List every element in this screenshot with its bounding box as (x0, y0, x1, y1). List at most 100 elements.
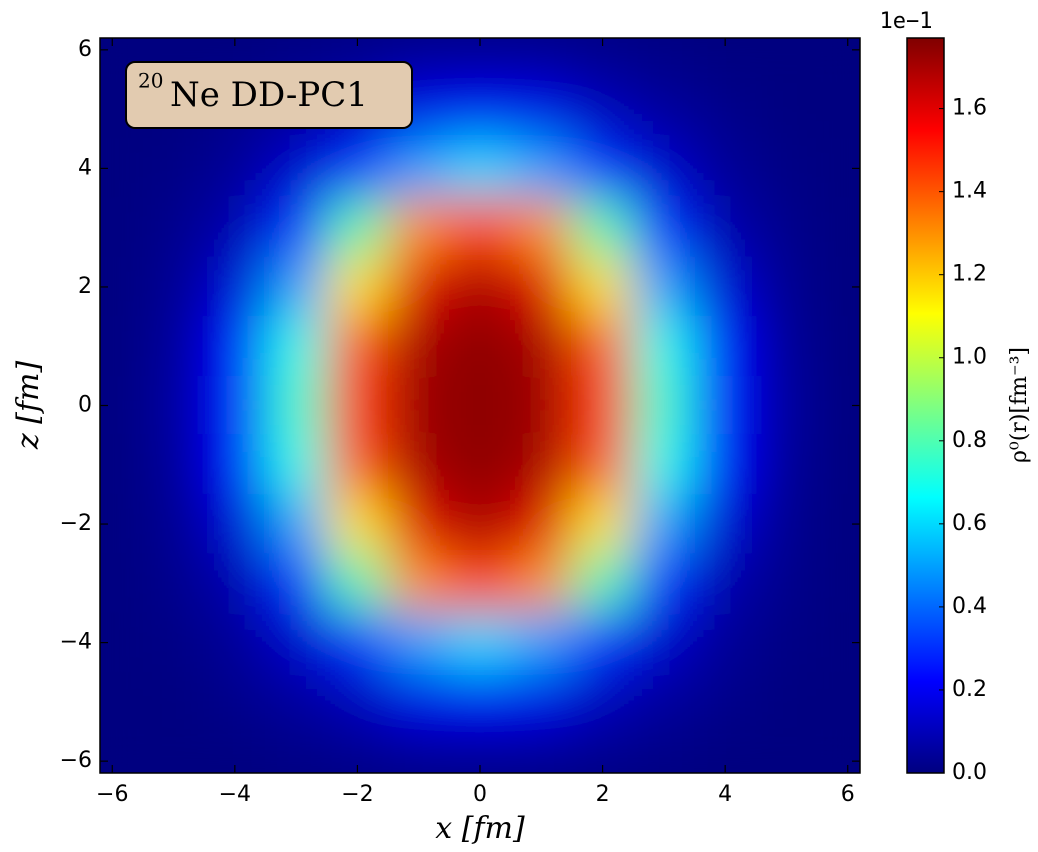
heatmap-cell (571, 493, 634, 555)
heatmap-cell (100, 671, 144, 733)
heatmap-cell (816, 38, 860, 80)
heatmap-cell (816, 78, 860, 140)
heatmap-cell (100, 731, 144, 773)
heatmap-cell (326, 553, 389, 614)
colorbar-tick-label: 0.0 (952, 760, 987, 785)
heatmap-cell (326, 197, 389, 258)
heatmap-cell (755, 493, 818, 555)
y-tick-label: −6 (60, 748, 92, 773)
heatmap-cell (632, 138, 696, 199)
x-tick-label: −6 (96, 782, 128, 807)
annotation: Ne DD-PC1 (170, 75, 368, 115)
heatmap-cell (142, 375, 205, 436)
heatmap-cell (448, 612, 512, 673)
heatmap-cell (571, 256, 634, 318)
heatmap-cell (816, 375, 860, 436)
heatmap-cell (755, 38, 818, 80)
heatmap-cell (632, 38, 696, 80)
heatmap-cell (264, 375, 328, 436)
heatmap-cell (264, 256, 328, 318)
x-tick-label: 6 (841, 782, 855, 807)
heatmap-cell (326, 138, 389, 199)
heatmap-cell (142, 553, 205, 614)
heatmap-cell (571, 316, 634, 377)
heatmap-cell (510, 434, 573, 495)
heatmap-cell (755, 138, 818, 199)
x-axis-label: x [fm] (435, 811, 525, 846)
heatmap-cell (571, 375, 634, 436)
heatmap-cell (510, 78, 573, 140)
heatmap-cell (387, 612, 450, 673)
colorbar-tick-label: 1.6 (952, 96, 987, 121)
heatmap-cell (694, 612, 757, 673)
heatmap-cell (142, 493, 205, 555)
heatmap-cell (816, 138, 860, 199)
colorbar-tick-label: 1.2 (952, 262, 987, 287)
heatmap-cell (203, 671, 266, 733)
heatmap-cell (326, 434, 389, 495)
colorbar-tick-label: 1.0 (952, 345, 987, 370)
heatmap-cell (632, 553, 696, 614)
heatmap-cell (387, 671, 450, 733)
heatmap-cell (142, 197, 205, 258)
heatmap-cell (264, 493, 328, 555)
heatmap-cell (694, 316, 757, 377)
x-tick-label: 2 (596, 782, 610, 807)
colorbar (906, 37, 945, 774)
heatmap-cell (510, 316, 573, 377)
y-tick-label: 2 (78, 274, 92, 299)
heatmap-cell (755, 316, 818, 377)
heatmap-cell (142, 138, 205, 199)
heatmap-cell (203, 138, 266, 199)
heatmap-cell (571, 38, 634, 80)
colorbar-tick-label: 1.4 (952, 179, 987, 204)
heatmap-cell (510, 375, 573, 436)
y-tick-label: −2 (60, 511, 92, 536)
heatmap-cell (264, 197, 328, 258)
heatmap-cell (755, 197, 818, 258)
x-tick-label: 4 (718, 782, 732, 807)
heatmap-cell (632, 197, 696, 258)
heatmap-cell (448, 553, 512, 614)
heatmap-cell (387, 256, 450, 318)
y-tick-label: 4 (78, 155, 92, 180)
heatmap-cell (100, 316, 144, 377)
heatmap-cell (571, 197, 634, 258)
heatmap-cell (510, 553, 573, 614)
heatmap-cell (632, 375, 696, 436)
heatmap-cell (387, 375, 450, 436)
heatmap-cell (510, 612, 573, 673)
heatmap-cell (142, 316, 205, 377)
heatmap-cell (387, 434, 450, 495)
x-tick-label: −2 (341, 782, 373, 807)
heatmap-cell (448, 78, 512, 140)
heatmap-cell (387, 553, 450, 614)
heatmap-cell (510, 256, 573, 318)
heatmap-cell (326, 671, 389, 733)
colorbar-tick-label: 0.8 (952, 428, 987, 453)
y-tick-label: 0 (78, 393, 92, 418)
heatmap-cell (448, 375, 512, 436)
heatmap-cell (203, 493, 266, 555)
heatmap-cell (448, 38, 512, 80)
heatmap-cell (816, 434, 860, 495)
heatmap-cell (387, 316, 450, 377)
heatmap-cell (264, 316, 328, 377)
heatmap-cell (203, 316, 266, 377)
annotation-box: 20 Ne DD-PC1 (125, 61, 413, 129)
heatmap-cell (264, 138, 328, 199)
heatmap-cell (694, 671, 757, 733)
heatmap-cell (203, 256, 266, 318)
heatmap-cell (571, 434, 634, 495)
heatmap-cell (571, 138, 634, 199)
heatmap-cell (632, 612, 696, 673)
heatmap-cell (264, 612, 328, 673)
heatmap-cell (510, 671, 573, 733)
heatmap-cell (326, 316, 389, 377)
heatmap-cell (816, 731, 860, 773)
colorbar-label: ρ⁰(r)[fm⁻³] (1007, 347, 1032, 463)
heatmap-cell (510, 38, 573, 80)
heatmap-cell (694, 78, 757, 140)
heatmap-cell (142, 731, 205, 773)
heatmap (100, 38, 860, 773)
